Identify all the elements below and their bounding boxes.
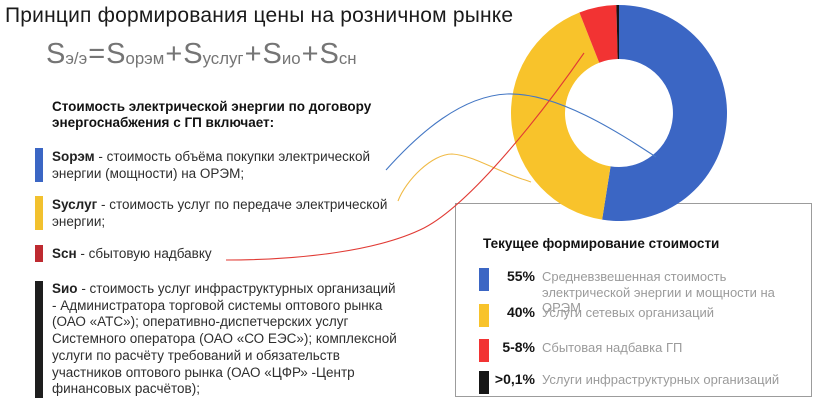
item-text-uslug: Sуслуг - стоимость услуг по передаче эле… (52, 196, 397, 230)
formula-term: Sорэм (106, 38, 165, 70)
formula-subscript: сн (338, 49, 357, 69)
legend-percent: >0,1% (494, 371, 535, 387)
formula-term: Sио (262, 38, 301, 70)
legend-label: Средневзвешенная стоимость электрической… (542, 269, 775, 315)
donut-segment-orem (602, 5, 728, 222)
color-bar-sn (35, 245, 43, 262)
legend-chip-black (479, 371, 489, 394)
legend-chip-blue (479, 268, 489, 291)
legend-label: Услуги инфраструктурных организаций (542, 372, 780, 387)
intro-text: Стоимость электрической энергии по догов… (52, 99, 372, 130)
item-term-io: Sио (52, 281, 78, 296)
legend-chip-yellow (479, 304, 489, 327)
item-text-io: Sио - стоимость услуг инфраструктурных о… (52, 281, 397, 398)
donut-chart (510, 4, 728, 222)
legend-label: Услуги сетевых организаций (542, 305, 715, 320)
formula-operator: + (301, 38, 319, 70)
formula-subscript: ио (281, 49, 301, 69)
formula-term: Sэ/э (46, 38, 88, 70)
formula-term: Sсн (319, 38, 357, 70)
item-desc-orem: - стоимость объёма покупки электрической… (52, 149, 371, 181)
legend-box: Текущее формирование стоимости 55% Средн… (455, 203, 812, 397)
item-desc-io: - стоимость услуг инфраструктурных орган… (52, 281, 397, 397)
formula-subscript: услуг (202, 49, 244, 69)
donut-segment-markup (579, 5, 618, 63)
donut-segment-infrastructure (616, 4, 619, 60)
formula-subscript: орэм (125, 49, 165, 69)
list-item-orem: Sорэм - стоимость объёма покупки электри… (35, 148, 397, 182)
list-item-uslug: Sуслуг - стоимость услуг по передаче эле… (35, 196, 397, 230)
legend-label: Сбытовая надбавка ГП (542, 340, 683, 355)
item-term-sn: Sсн (52, 246, 77, 261)
formula-operator: + (244, 38, 262, 70)
legend-percent: 5-8% (502, 339, 535, 355)
color-bar-io (35, 281, 43, 398)
list-item-sn: Sсн - сбытовую надбавку (35, 245, 397, 262)
legend-percent: 40% (506, 304, 535, 320)
formula-operator: + (165, 38, 183, 70)
color-bar-uslug (35, 196, 43, 230)
formula-operator: = (88, 38, 106, 70)
item-text-orem: Sорэм - стоимость объёма покупки электри… (52, 148, 397, 182)
color-bar-orem (35, 148, 43, 182)
legend-percent: 55% (506, 268, 535, 284)
list-item-io: Sио - стоимость услуг инфраструктурных о… (35, 281, 397, 398)
formula-term: Sуслуг (183, 38, 244, 70)
page-title: Принцип формирования цены на розничном р… (5, 4, 514, 27)
price-formula: Sэ/э=Sорэм+Sуслуг+Sио+Sсн (46, 38, 357, 71)
legend-title: Текущее формирование стоимости (483, 236, 720, 251)
item-desc-sn: - сбытовую надбавку (76, 246, 212, 261)
item-term-uslug: Sуслуг (52, 197, 98, 212)
legend-chip-red (479, 339, 489, 362)
formula-subscript: э/э (65, 49, 88, 69)
item-desc-uslug: - стоимость услуг по передаче электричес… (52, 197, 388, 229)
item-term-orem: Sорэм (52, 149, 95, 164)
item-text-sn: Sсн - сбытовую надбавку (52, 245, 212, 262)
